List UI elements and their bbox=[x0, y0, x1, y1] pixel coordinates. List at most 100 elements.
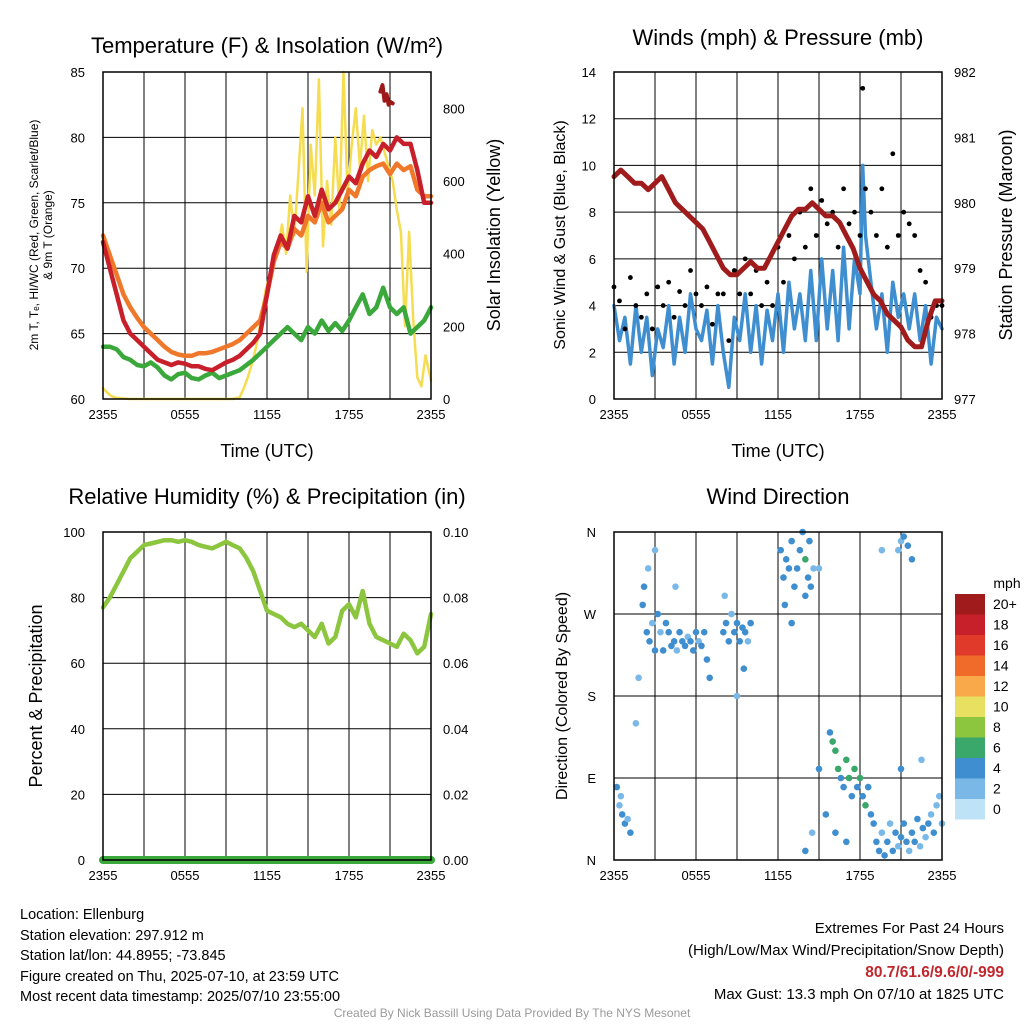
direction-point bbox=[904, 542, 912, 549]
direction-point bbox=[781, 601, 789, 609]
direction-point bbox=[627, 829, 634, 836]
y-tick-label: 75 bbox=[71, 196, 85, 211]
series-line-pressure bbox=[611, 167, 945, 350]
wind-y2label-text: Station Pressure (Maroon) bbox=[996, 129, 1016, 340]
temp-xlabel: Time (UTC) bbox=[220, 441, 313, 461]
gust-point bbox=[802, 244, 808, 250]
direction-point bbox=[616, 802, 623, 809]
x-tick-label: 1155 bbox=[253, 407, 281, 422]
direction-point bbox=[728, 610, 735, 618]
gust-point bbox=[846, 221, 852, 227]
direction-point bbox=[782, 556, 790, 563]
direction-point bbox=[864, 783, 872, 791]
created-text: Figure created on Thu, 2025-07-10, at 23… bbox=[20, 968, 339, 985]
direction-point bbox=[875, 847, 883, 855]
direction-point bbox=[832, 747, 839, 754]
direction-point bbox=[897, 833, 905, 841]
direction-point bbox=[840, 783, 847, 791]
direction-point bbox=[639, 601, 646, 609]
direction-point bbox=[856, 774, 864, 782]
gust-point bbox=[860, 85, 866, 91]
gust-point bbox=[688, 268, 693, 273]
gust-point bbox=[808, 186, 814, 192]
y-tick-label: N bbox=[587, 853, 596, 868]
gust-point bbox=[710, 321, 715, 327]
direction-point bbox=[733, 692, 741, 700]
legend-label: 16 bbox=[993, 637, 1009, 653]
gust-point bbox=[677, 289, 682, 294]
direction-point bbox=[676, 628, 683, 636]
direction-point bbox=[886, 820, 894, 827]
gust-point bbox=[638, 314, 644, 320]
direction-point bbox=[657, 628, 664, 636]
y-tick-label: 10 bbox=[582, 158, 596, 173]
direction-point bbox=[878, 829, 886, 836]
y2-tick-label: 800 bbox=[443, 101, 465, 116]
max-gust-text: Max Gust: 13.3 mph On 07/10 at 1825 UTC bbox=[713, 986, 1004, 1003]
y-tick-label: W bbox=[584, 607, 597, 622]
y2-tick-label: 0 bbox=[443, 392, 450, 407]
gust-point bbox=[731, 268, 737, 273]
direction-point bbox=[665, 628, 672, 636]
direction-point bbox=[884, 838, 891, 846]
direction-point bbox=[933, 802, 940, 809]
x-tick-label: 2355 bbox=[600, 407, 629, 422]
direction-point bbox=[925, 820, 932, 827]
direction-point bbox=[703, 656, 711, 663]
y2-tick-label: 977 bbox=[954, 392, 976, 407]
direction-point bbox=[870, 820, 877, 827]
legend-label: 20+ bbox=[993, 596, 1017, 612]
direction-point bbox=[744, 638, 752, 645]
gust-point bbox=[863, 186, 868, 192]
y-tick-label: 60 bbox=[71, 392, 85, 407]
x-tick-label: 1755 bbox=[846, 407, 875, 422]
legend-swatch bbox=[955, 635, 985, 656]
plot-frame bbox=[102, 71, 432, 400]
temp-title: Temperature (F) & Insolation (W/m²) bbox=[91, 33, 443, 58]
rh-title: Relative Humidity (%) & Precipitation (i… bbox=[68, 484, 465, 509]
gust-point bbox=[901, 209, 907, 215]
gust-point bbox=[868, 209, 874, 215]
legend-swatch bbox=[955, 676, 985, 697]
direction-point bbox=[692, 628, 700, 636]
direction-point bbox=[837, 774, 845, 782]
y-tick-label: 20 bbox=[71, 787, 85, 802]
wind-y2label: Station Pressure (Maroon) bbox=[996, 129, 1016, 340]
y2-tick-label: 979 bbox=[954, 261, 976, 276]
direction-point bbox=[894, 843, 902, 850]
direction-point bbox=[646, 638, 653, 645]
direction-point bbox=[900, 820, 908, 827]
elevation-text: Station elevation: 297.912 m bbox=[20, 927, 204, 944]
y2-tick-label: 600 bbox=[443, 174, 465, 189]
legend-label: 12 bbox=[993, 678, 1009, 694]
direction-point bbox=[826, 729, 834, 736]
direction-point bbox=[832, 829, 839, 836]
legend-swatch bbox=[955, 778, 985, 799]
y2-tick-label: 0.10 bbox=[443, 525, 468, 540]
direction-point bbox=[881, 852, 888, 859]
gust-point bbox=[715, 291, 721, 297]
gust-point bbox=[857, 233, 863, 238]
direction-point bbox=[670, 638, 678, 645]
gust-point bbox=[649, 326, 655, 332]
direction-point bbox=[851, 765, 858, 773]
y-tick-label: 4 bbox=[589, 299, 596, 314]
legend-swatch bbox=[955, 614, 985, 635]
plot-frame bbox=[102, 531, 432, 861]
temp-ylabel: 2m T, Tₑ, HI/WC (Red, Green, Scarlet/Blu… bbox=[27, 120, 55, 351]
gust-point bbox=[682, 303, 688, 308]
direction-point bbox=[802, 556, 809, 563]
x-tick-label: 1155 bbox=[253, 868, 281, 883]
station-info: Location: Ellenburg Station elevation: 2… bbox=[20, 905, 340, 1008]
series-line-rh bbox=[100, 537, 434, 656]
gust-point bbox=[655, 284, 661, 290]
humidity-panel: Relative Humidity (%) & Precipitation (i… bbox=[26, 484, 468, 883]
x-tick-label: 0555 bbox=[682, 868, 711, 883]
direction-point bbox=[862, 802, 869, 809]
direction-point bbox=[903, 838, 910, 846]
direction-point bbox=[788, 537, 795, 545]
y-tick-label: 0 bbox=[589, 392, 596, 407]
legend-label: 14 bbox=[993, 658, 1009, 674]
x-tick-label: 0555 bbox=[682, 407, 711, 422]
